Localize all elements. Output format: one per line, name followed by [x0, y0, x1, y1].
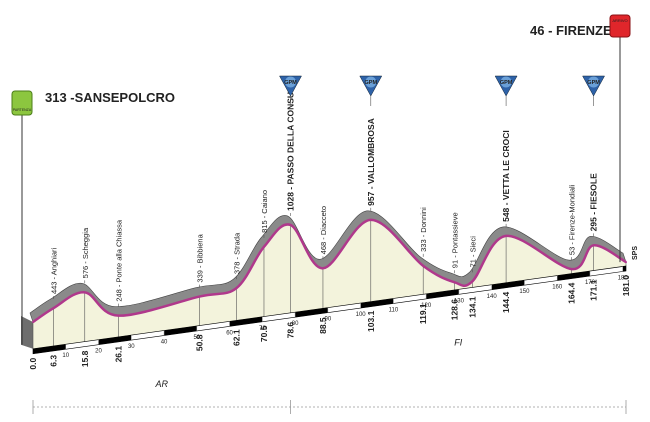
gpm-badge-circle: [588, 76, 600, 88]
base-strip-segment: [164, 325, 197, 336]
x-tick-label: 130: [454, 298, 465, 304]
x-tick-label: 120: [421, 303, 432, 309]
province-label: FI: [454, 337, 462, 347]
gpm-label: GPM: [365, 80, 378, 86]
x-tick-label: 140: [487, 294, 498, 300]
km-label: 62.1: [231, 329, 241, 346]
profile-face: [21, 316, 33, 349]
base-strip-segment: [557, 271, 590, 281]
km-label: 144.4: [501, 291, 511, 313]
x-tick-label: 100: [356, 312, 367, 318]
km-label: 88.5: [318, 317, 328, 334]
waypoint: [592, 244, 595, 247]
waypoint-label: 443 - Anghiari: [50, 247, 59, 294]
waypoint: [52, 307, 55, 310]
km-label: 6.3: [49, 355, 59, 367]
base-strip-segment: [426, 289, 459, 299]
waypoint-label: 815 - Caiano: [260, 190, 269, 233]
km-label: 0.0: [28, 358, 38, 370]
waypoint: [453, 281, 456, 284]
waypoint: [117, 314, 120, 317]
waypoint: [262, 245, 265, 248]
km-label: 78.6: [286, 322, 296, 339]
x-tick-label: 80: [292, 321, 299, 327]
km-label: 134.1: [467, 296, 477, 318]
km-label: 181.0: [621, 275, 631, 297]
km-label: 119.1: [418, 303, 428, 324]
base-strip-segment: [295, 307, 328, 318]
waypoint-label: 468 - Diacceto: [319, 206, 328, 254]
waypoint: [83, 291, 86, 294]
x-tick-label: 150: [519, 289, 530, 295]
x-tick-label: 180: [618, 275, 629, 281]
start-badge: [11, 90, 33, 116]
waypoint: [198, 295, 201, 298]
gpm-label: GPM: [500, 80, 513, 86]
x-tick-label: 10: [62, 353, 69, 359]
finish-badge: [609, 14, 631, 38]
province-label: AR: [154, 379, 168, 389]
x-tick-label: 160: [552, 285, 563, 291]
waypoint-label: 333 - Donnini: [419, 207, 428, 252]
km-label: 50.8: [194, 334, 204, 351]
x-tick-label: 60: [226, 330, 233, 336]
waypoint-label: 576 - Scheggia: [81, 227, 90, 278]
waypoint: [422, 264, 425, 267]
x-tick-label: 70: [259, 326, 266, 332]
waypoint-label: 295 - FIESOLE: [589, 173, 599, 231]
km-label: 171.1: [589, 279, 599, 301]
km-label: 26.1: [114, 346, 124, 363]
x-tick-label: 30: [128, 344, 135, 350]
base-strip-segment: [33, 344, 66, 354]
waypoint: [321, 267, 324, 270]
base-strip-segment: [491, 280, 525, 290]
waypoint-label: 1028 - PASSO DELLA CONSUMA: [286, 79, 296, 211]
profile-body: [33, 219, 626, 349]
waypoint-label: 53 - Firenze-Mondiali: [568, 184, 577, 255]
gpm-label: GPM: [587, 80, 600, 86]
finish-badge-label: ARRIVO: [612, 18, 627, 23]
waypoint-label: 548 - VETTA LE CROCI: [501, 130, 511, 222]
waypoint-label: 957 - VALLOMBROSA: [366, 118, 376, 206]
waypoint-label: 71 - Sieci: [468, 236, 477, 268]
start-badge-label: PARTENZA: [13, 108, 32, 112]
x-tick-label: 40: [161, 340, 168, 346]
waypoint-label: 248 - Ponte alla Chiassa: [115, 219, 124, 302]
base-strip-segment: [622, 266, 626, 272]
waypoint: [289, 223, 292, 226]
gpm-badge-circle: [500, 76, 512, 88]
waypoint: [235, 287, 238, 290]
waypoint: [570, 268, 573, 271]
waypoint-label: 91 - Pontassieve: [450, 212, 459, 268]
x-tick-label: 110: [389, 307, 399, 313]
waypoint: [32, 321, 34, 324]
base-strip-segment: [229, 316, 263, 327]
gpm-label: GPM: [284, 80, 297, 86]
waypoint-label: 339 - Bibbiena: [195, 233, 204, 282]
waypoint: [369, 218, 372, 221]
waypoint: [505, 234, 508, 237]
base-strip-segment: [360, 298, 394, 309]
finish-title: 46 - FIRENZE: [530, 23, 612, 38]
start-title: 313 -SANSEPOLCRO: [45, 90, 175, 105]
waypoint: [625, 261, 627, 264]
km-label: 103.1: [366, 310, 376, 332]
x-tick-label: 50: [193, 335, 200, 341]
x-tick-label: 170: [585, 280, 596, 286]
km-label: 15.8: [80, 350, 90, 367]
gpm-badge-circle: [365, 76, 377, 88]
km-label: 164.4: [567, 282, 577, 304]
gpm-badge-circle: [285, 76, 297, 88]
waypoint-label: 378 - Strada: [232, 232, 241, 274]
sps-label: SPS: [632, 246, 639, 260]
waypoint: [471, 280, 474, 283]
km-label: 70.5: [259, 325, 269, 342]
base-strip-segment: [98, 335, 132, 345]
x-tick-label: 90: [325, 317, 332, 323]
km-label: 128.6: [449, 299, 459, 321]
x-tick-label: 20: [95, 349, 102, 355]
